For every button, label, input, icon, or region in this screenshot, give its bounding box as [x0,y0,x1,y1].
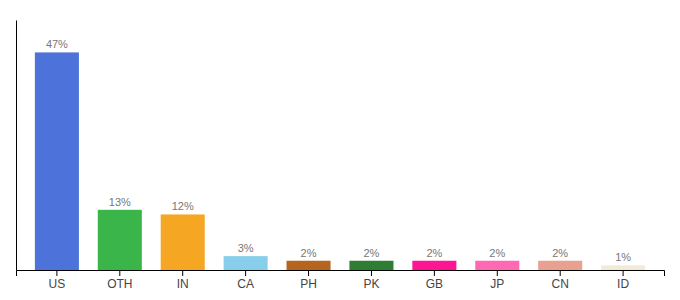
x-tick-label: US [49,277,66,291]
x-tick-mark [434,270,435,276]
data-label: 2% [426,247,442,259]
bar [538,261,582,270]
x-tick-mark [119,270,120,276]
x-tick-mark [308,270,309,276]
x-tick-label: IN [177,277,189,291]
x-axis: US OTH IN CA PH PK GB JP CN ID [17,270,665,291]
bar [161,214,205,270]
bar [601,265,645,270]
x-tick-mark [560,270,561,276]
chart: 47% 13% 12% 3% 2% 2% 2% 2% 2% 1% US OTH IN CA PH PK GB JP… [0,0,680,300]
data-label: 1% [615,251,631,263]
data-label: 47% [46,38,68,50]
data-label: 2% [489,247,505,259]
x-tick: GB [426,270,443,291]
x-tick-mark [623,270,624,276]
x-tick: US [49,270,66,291]
y-axis [16,21,17,271]
x-tick-label: ID [617,277,629,291]
x-tick: CA [237,270,254,291]
x-tick: OTH [107,270,132,291]
data-label: 13% [109,196,131,208]
x-tick-mark [371,270,372,276]
x-axis-line [17,271,665,277]
data-label: 2% [552,247,568,259]
bar [412,261,456,270]
x-tick-mark [497,270,498,276]
bar [349,261,393,270]
x-tick: JP [490,270,504,291]
x-tick-label: GB [426,277,443,291]
data-label: 2% [364,247,380,259]
x-tick-label: OTH [107,277,132,291]
data-labels: 47% 13% 12% 3% 2% 2% 2% 2% 2% 1% [46,38,631,263]
x-tick-label: PK [363,277,379,291]
data-label: 3% [238,242,254,254]
x-tick: CN [552,270,569,291]
x-tick: IN [177,270,189,291]
x-tick: ID [617,270,629,291]
x-tick-label: PH [300,277,317,291]
x-tick-label: JP [490,277,504,291]
x-tick-mark [56,270,57,276]
x-tick: PK [363,270,379,291]
bar [98,210,142,270]
data-label: 2% [301,247,317,259]
x-tick-mark [245,270,246,276]
bars [35,52,645,270]
x-tick-label: CN [552,277,569,291]
x-tick-mark [182,270,183,276]
bar [287,261,331,270]
x-tick: PH [300,270,317,291]
bar [35,52,79,270]
bar [475,261,519,270]
data-label: 12% [172,200,194,212]
y-axis-line [16,21,17,271]
x-tick-label: CA [237,277,254,291]
bar [224,256,268,270]
